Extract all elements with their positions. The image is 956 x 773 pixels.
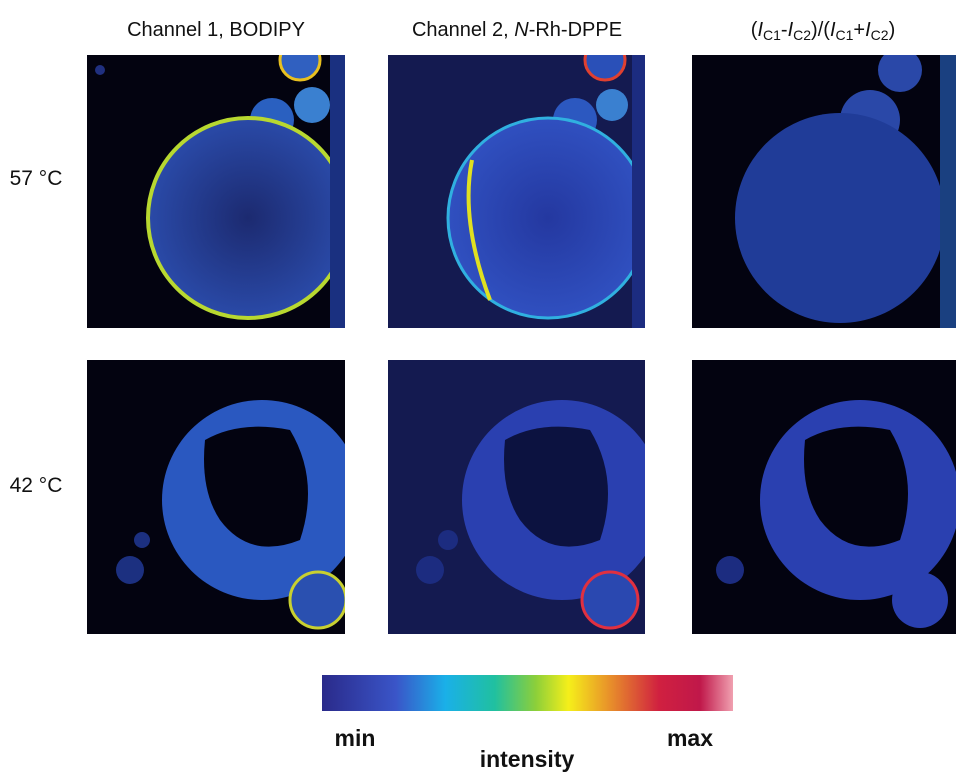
header-text: )/( bbox=[811, 19, 830, 41]
image-panel bbox=[692, 55, 956, 328]
header-text: ( bbox=[751, 19, 758, 41]
colorbar-label: intensity bbox=[480, 746, 575, 772]
colorbar-max: max bbox=[667, 725, 713, 751]
header-text: C1 bbox=[836, 27, 854, 43]
row-label: 57 °C bbox=[10, 167, 63, 190]
header-text: C1 bbox=[763, 27, 781, 43]
colorbar-min: min bbox=[335, 725, 376, 751]
image-panel bbox=[692, 360, 956, 634]
header-text: Channel 2, bbox=[412, 19, 514, 41]
header-text: I bbox=[830, 19, 836, 41]
header-text: N bbox=[514, 19, 529, 41]
column-header: Channel 2, N-Rh-DPPE bbox=[412, 19, 622, 41]
header-text: ) bbox=[889, 19, 896, 41]
header-text: C2 bbox=[871, 27, 889, 43]
image-panel bbox=[388, 55, 645, 328]
column-header: Channel 1, BODIPY bbox=[127, 19, 305, 41]
header-text: + bbox=[853, 19, 865, 41]
header-text: Channel 1, BODIPY bbox=[127, 19, 305, 41]
colorbar bbox=[322, 675, 733, 711]
header-text: C2 bbox=[793, 27, 811, 43]
image-panel bbox=[87, 55, 345, 328]
header-text: I bbox=[788, 19, 794, 41]
image-panel bbox=[87, 360, 345, 634]
image-panel bbox=[388, 360, 645, 634]
column-header: (IC1-IC2)/(IC1+IC2) bbox=[751, 19, 895, 43]
header-text: I bbox=[757, 19, 763, 41]
header-text: I bbox=[865, 19, 871, 41]
row-label: 42 °C bbox=[10, 474, 63, 497]
header-text: -Rh-DPPE bbox=[529, 19, 622, 41]
header-text: - bbox=[781, 19, 788, 41]
